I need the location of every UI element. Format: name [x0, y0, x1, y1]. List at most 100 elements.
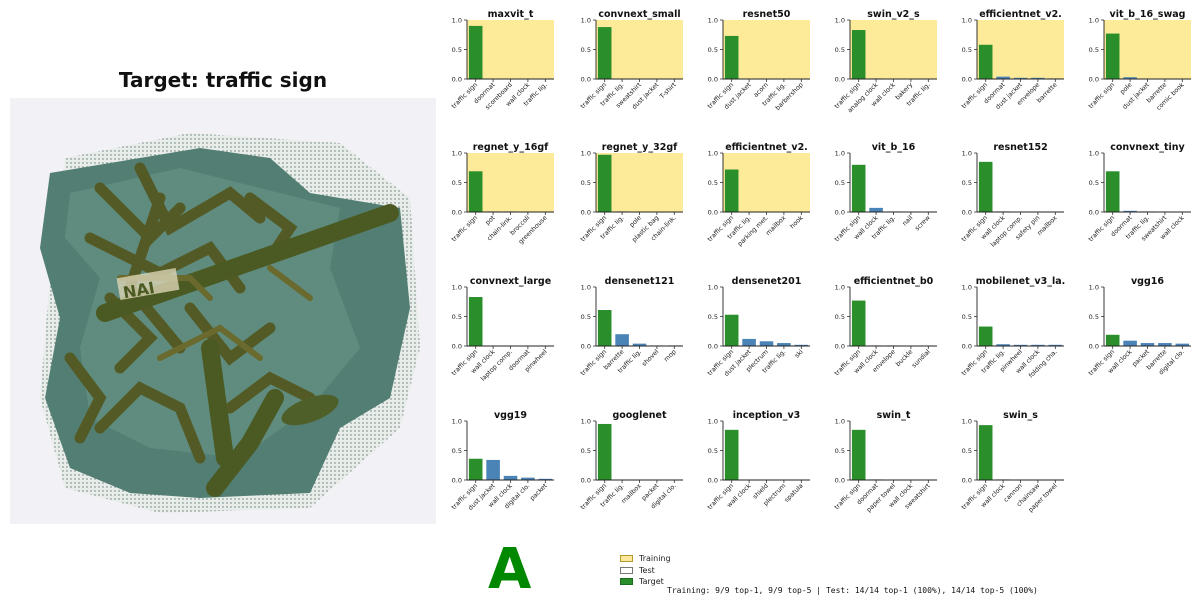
prediction-bar — [1031, 344, 1045, 346]
legend-label-training: Training — [639, 554, 671, 564]
y-tick-label: 1.0 — [452, 284, 462, 292]
x-tick-label: nail — [901, 214, 914, 227]
legend-item-target: Target — [620, 576, 671, 588]
y-tick-label: 0.0 — [452, 343, 462, 351]
x-tick-label: traffic sign — [579, 348, 608, 377]
chart-legend: Training Test Target — [620, 553, 671, 588]
prediction-bar — [503, 475, 518, 480]
y-tick-label: 0.5 — [835, 447, 845, 455]
prediction-bar — [521, 477, 535, 480]
y-tick-label: 0.5 — [452, 447, 462, 455]
x-tick-label: pot — [484, 214, 497, 227]
target-bar — [1105, 334, 1120, 346]
x-tick-label: packet — [529, 482, 549, 502]
chart-title: vgg16 — [1131, 276, 1164, 287]
target-bar — [724, 169, 739, 212]
prediction-bar — [869, 207, 883, 212]
chart-title: resnet152 — [993, 142, 1047, 153]
y-tick-label: 0.5 — [962, 313, 972, 321]
y-tick-label: 1.0 — [708, 284, 718, 292]
target-bar — [724, 429, 739, 480]
y-tick-label: 0.5 — [708, 447, 718, 455]
y-tick-label: 0.0 — [835, 477, 845, 485]
prediction-bar — [742, 338, 756, 346]
target-image: NAI — [10, 98, 436, 524]
x-tick-label: ski — [794, 348, 805, 359]
prediction-bar — [759, 341, 774, 346]
y-tick-label: 1.0 — [452, 150, 462, 158]
y-tick-label: 1.0 — [835, 150, 845, 158]
y-tick-label: 0.5 — [581, 447, 591, 455]
y-tick-label: 1.0 — [835, 418, 845, 426]
y-tick-label: 0.0 — [1089, 76, 1099, 84]
x-tick-label: hook — [789, 214, 805, 230]
y-tick-label: 1.0 — [835, 17, 845, 25]
chart-title: maxvit_t — [488, 9, 534, 20]
prediction-bar — [1031, 77, 1045, 79]
y-tick-label: 0.5 — [452, 179, 462, 187]
y-tick-label: 0.5 — [708, 46, 718, 54]
y-tick-label: 1.0 — [835, 284, 845, 292]
prediction-bar — [615, 334, 629, 346]
y-tick-label: 1.0 — [452, 418, 462, 426]
y-tick-label: 0.0 — [835, 209, 845, 217]
prediction-bar — [632, 343, 647, 346]
legend-label-test: Test — [639, 565, 655, 575]
target-bar — [597, 310, 612, 346]
prediction-bar — [538, 478, 553, 480]
chart-title: vit_b_16_swag — [1110, 9, 1186, 20]
y-tick-label: 1.0 — [1089, 17, 1099, 25]
y-tick-label: 0.0 — [581, 209, 591, 217]
target-bar — [1105, 171, 1120, 212]
chart-title: regnet_y_16gf — [473, 142, 549, 153]
prediction-bar — [996, 344, 1010, 346]
x-tick-label: traffic sign — [450, 81, 479, 110]
page-title: Target: traffic sign — [118, 68, 328, 92]
chart-title: regnet_y_32gf — [602, 142, 678, 153]
prediction-bar — [486, 459, 500, 480]
target-bar — [851, 429, 866, 480]
x-tick-label: pole — [1119, 81, 1134, 96]
y-tick-label: 1.0 — [962, 284, 972, 292]
target-bar — [851, 164, 866, 212]
chart-title: swin_v2_s — [867, 9, 920, 20]
target-bar — [468, 297, 483, 346]
y-tick-label: 1.0 — [581, 17, 591, 25]
y-tick-label: 1.0 — [962, 17, 972, 25]
target-bar — [724, 35, 739, 79]
target-bar — [851, 300, 866, 346]
y-tick-label: 0.0 — [835, 343, 845, 351]
y-tick-label: 0.0 — [581, 477, 591, 485]
chart-title: mobilenet_v3_la. — [976, 276, 1066, 287]
target-bar — [851, 30, 866, 80]
target-bar — [978, 326, 993, 346]
x-tick-label: traffic sign — [1087, 214, 1116, 243]
legend-swatch-target — [620, 578, 633, 586]
x-tick-label: mailbox — [765, 214, 788, 237]
x-tick-label: pole — [628, 214, 643, 229]
x-tick-label: traffic sign — [450, 214, 479, 243]
chart-title: vit_b_16 — [872, 142, 916, 153]
prediction-bar — [1175, 343, 1190, 346]
y-tick-label: 1.0 — [962, 418, 972, 426]
y-tick-label: 0.0 — [708, 209, 718, 217]
y-tick-label: 1.0 — [962, 150, 972, 158]
y-tick-label: 1.0 — [708, 17, 718, 25]
y-tick-label: 1.0 — [452, 17, 462, 25]
y-tick-label: 0.0 — [962, 209, 972, 217]
target-bar — [468, 171, 483, 212]
prediction-bar — [1123, 77, 1137, 79]
y-tick-label: 0.5 — [962, 447, 972, 455]
chart-title: inception_v3 — [733, 410, 801, 421]
x-tick-label: screw — [914, 214, 932, 232]
